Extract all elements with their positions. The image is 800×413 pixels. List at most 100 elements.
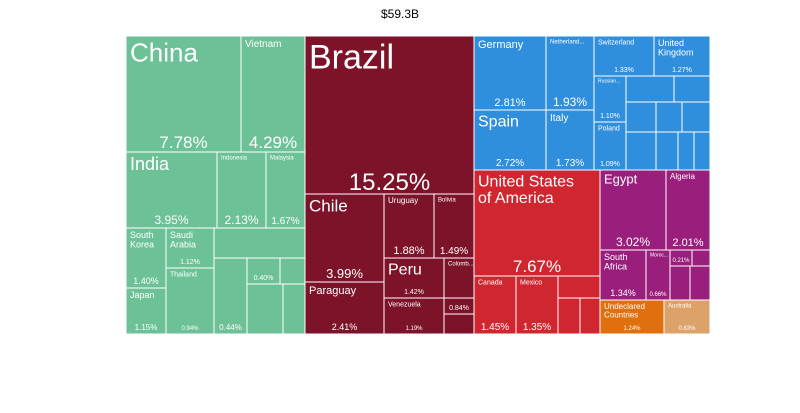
tile-name: Brazil [309,39,394,77]
tile [443,257,475,299]
tile-name: South Korea [130,230,154,249]
tile-value-label: 1.27% [672,67,692,74]
tile-value-label: 0.83% [678,326,696,332]
tile-value-label: 0.40% [254,275,274,282]
tile [669,265,691,301]
tile-name: India [130,154,170,174]
tile-value-label: 3.99% [326,266,363,281]
tile-name: Mexico [520,279,542,286]
chart-title: $59.3B [381,7,419,21]
tile-value-label: 1.45% [481,322,509,333]
tile-name: Malaysia [270,155,294,161]
tile-name-line: Countries [604,311,638,320]
tile [473,109,547,171]
tile [545,35,595,111]
tile-name: Poland [598,125,620,132]
tile [515,275,559,335]
tile-value-label: 1.35% [523,322,551,333]
tile [599,299,665,335]
tile-value-label: 1.34% [610,288,636,298]
tile [579,297,601,335]
tile-value-label: 4.29% [249,133,297,152]
tile-value-label: 1.93% [553,95,587,109]
tile-name: Saudi Arabia [170,230,196,249]
tile-name: Venezuela [388,301,421,308]
tile [673,75,711,103]
tile-value-label: 1.24% [623,326,641,332]
tile-value-label: 1.88% [393,245,424,257]
tile-name: Vietnam [245,39,282,50]
tile-name-line: Kingdom [658,48,694,58]
tile [557,275,601,299]
tile [165,227,215,269]
tile [625,131,657,171]
tile-value-label: 1.49% [440,246,468,257]
tile [689,265,711,301]
tile [383,257,445,299]
tile-value-label: 1.19% [405,326,423,332]
tile-value-label: 0.21% [672,258,690,264]
tile-name: United States of America [478,173,574,207]
tile [282,283,306,335]
tile [213,257,248,335]
tile-name: Colomb... [448,261,474,267]
tile-name: China [130,37,198,67]
tile [383,193,435,259]
tile-name-line: Africa [604,262,627,272]
tile [125,227,167,289]
tile-name-line: Saudi [170,230,193,240]
tile-value-label: 1.42% [404,289,424,296]
tile-name-line: Undeclared [604,302,645,311]
tile-name: Egypt [604,172,638,187]
tile [691,249,711,267]
tile-value-label: 3.02% [616,235,650,249]
tile-value-label: 3.95% [154,213,188,227]
tile [304,35,475,195]
tile-name-line: United [658,38,684,48]
tile [383,297,445,335]
tile-name-line: South [130,230,154,240]
tile-name-line: Arabia [170,240,196,250]
tile-value-label: 2.13% [224,213,258,227]
tile-name-line: of America [478,190,554,207]
tile [599,169,667,251]
tile [655,101,683,133]
tile-name: Australia [668,303,692,309]
tile [593,121,627,171]
tile-name: Canada [478,279,503,286]
tile-name: Chile [309,196,348,215]
tile [443,313,475,335]
tile-value-label: 1.09% [600,161,620,168]
tile-value-label: 0.66% [649,292,667,298]
tile-name: Spain [478,113,519,130]
tile-value-label: 7.78% [159,133,207,152]
tile-value-label: 15.25% [349,169,430,196]
tile [677,131,695,171]
tile-name: Switzerland [598,39,634,46]
tile-name-line: United States [478,173,574,190]
tile-name: Germany [478,39,524,51]
tile-name: Netherland... [550,39,585,45]
tile-name: Uruguay [388,196,418,205]
tile-name: Thailand [170,271,197,278]
tile [557,297,581,335]
tile [304,281,385,335]
tile [593,75,627,123]
tile-name: Bolivia [438,197,456,203]
tile [473,169,601,277]
tile [246,283,284,335]
tile-name: Peru [388,261,422,278]
tile-name: Indonesia [221,155,248,161]
tile-name-line: South [604,252,628,262]
tile [663,299,711,335]
tile-value-label: 1.40% [133,276,159,286]
tile-value-label: 2.81% [494,97,525,109]
tile-value-label: 1.15% [135,323,158,332]
tile-value-label: 1.67% [271,216,299,227]
tile-value-label: 0.44% [219,323,242,332]
tile [473,35,547,111]
tile-value-label: 0.84% [449,305,469,312]
tile [125,35,242,153]
